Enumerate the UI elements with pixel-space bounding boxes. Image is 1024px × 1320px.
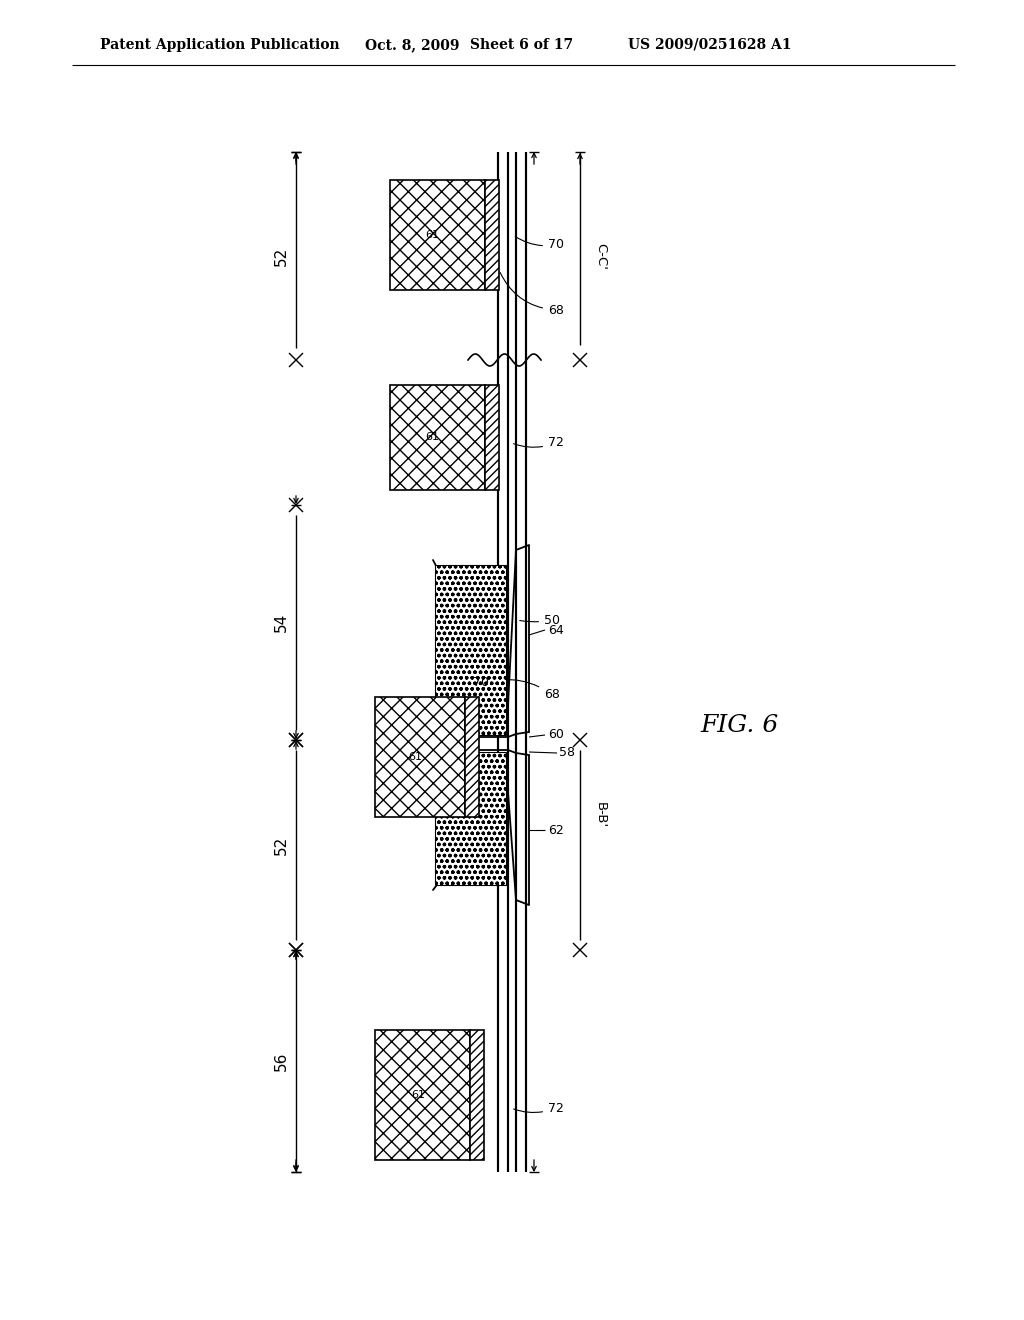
Text: 61: 61	[426, 433, 439, 442]
Text: US 2009/0251628 A1: US 2009/0251628 A1	[628, 38, 792, 51]
Text: 60: 60	[548, 729, 564, 742]
Text: C-C': C-C'	[594, 243, 607, 269]
Text: 70: 70	[473, 676, 489, 689]
Text: Sheet 6 of 17: Sheet 6 of 17	[470, 38, 573, 51]
Text: 68: 68	[502, 680, 560, 701]
Text: FIG. 6: FIG. 6	[700, 714, 778, 737]
Text: 61: 61	[411, 1090, 425, 1100]
Text: 61: 61	[426, 230, 439, 240]
Text: 64: 64	[548, 623, 564, 636]
Text: 72: 72	[514, 1101, 564, 1114]
Bar	[390, 180, 485, 290]
Text: Oct. 8, 2009: Oct. 8, 2009	[365, 38, 460, 51]
Bar	[375, 1030, 470, 1160]
Bar	[435, 565, 506, 735]
Text: 54: 54	[273, 612, 289, 632]
Text: 52: 52	[273, 836, 289, 854]
Text: 50: 50	[520, 614, 560, 627]
Bar	[470, 1030, 484, 1160]
Text: 52: 52	[273, 247, 289, 265]
Text: 56: 56	[273, 1051, 289, 1071]
Bar	[485, 180, 499, 290]
Bar	[485, 385, 499, 490]
Text: 72: 72	[514, 436, 564, 449]
Text: 68: 68	[500, 272, 564, 317]
Text: 61: 61	[409, 752, 423, 762]
Bar	[375, 697, 465, 817]
Text: 62: 62	[548, 824, 564, 837]
Text: Patent Application Publication: Patent Application Publication	[100, 38, 340, 51]
Bar	[435, 752, 506, 884]
Text: 58: 58	[559, 747, 575, 759]
Bar	[390, 385, 485, 490]
Bar	[465, 697, 479, 817]
Text: B-B': B-B'	[594, 803, 607, 828]
Text: 70: 70	[515, 236, 564, 252]
